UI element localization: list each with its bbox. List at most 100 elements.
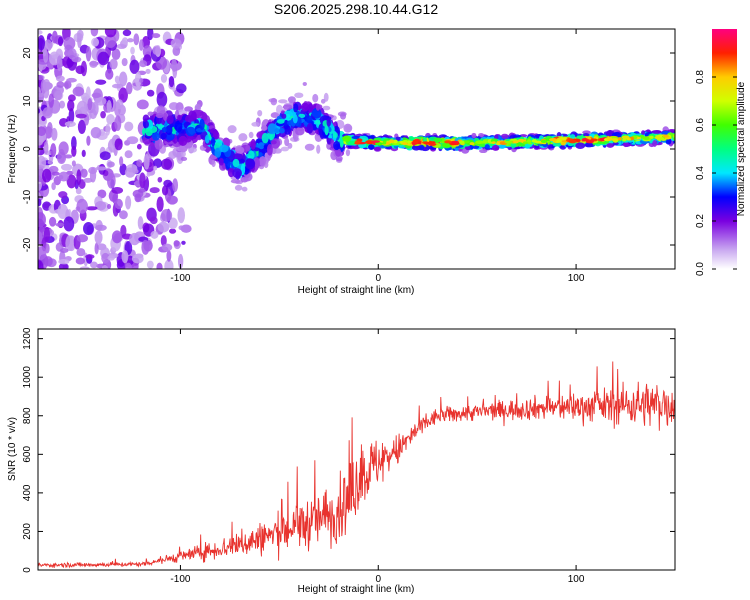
spectrogram-cell <box>114 138 123 151</box>
spectrogram-cell <box>180 150 186 157</box>
spectrogram-cell <box>156 196 164 212</box>
spectrogram-cell <box>137 216 144 230</box>
spectrogram-cell <box>332 132 338 139</box>
spectrogram-cell <box>152 132 160 141</box>
spectrogram-cell <box>149 187 160 194</box>
spectrogram-cell <box>125 82 133 95</box>
spectrogram-cell <box>665 137 672 145</box>
spectrogram-cell <box>121 250 129 264</box>
spectrogram-cell <box>124 167 136 178</box>
spectrogram-cell <box>94 224 107 231</box>
spectrogram-cell <box>160 208 173 222</box>
spectrogram-cell <box>90 261 98 269</box>
spectrogram-cell <box>38 198 42 207</box>
spectrogram-cell <box>188 147 197 153</box>
spectrogram-cell <box>234 184 243 191</box>
spectrogram-cell <box>281 113 287 119</box>
spectrogram-cell <box>90 29 99 37</box>
spectrogram-cell <box>66 174 77 189</box>
spectrogram-cell <box>280 146 289 152</box>
spectrogram-cell <box>165 132 175 141</box>
colorbar-tick-label: 0.8 <box>695 70 706 84</box>
spectrogram-cell <box>161 127 168 133</box>
spectrogram-cell <box>51 127 58 141</box>
spectrogram-cell <box>152 45 161 56</box>
y-tick-label: 1200 <box>22 327 33 350</box>
spectrogram-cell <box>105 123 111 136</box>
spectrogram-cell <box>423 142 432 145</box>
spectrogram-cell <box>582 138 590 142</box>
spectrogram-cell <box>304 143 315 151</box>
x-tick-label: 100 <box>568 273 585 284</box>
spectrogram-cell <box>293 103 299 113</box>
spectrogram-cell <box>478 133 485 138</box>
spectrogram-cell <box>311 109 318 117</box>
spectrogram-cell <box>60 163 73 171</box>
spectrogram-cell <box>118 71 128 87</box>
x-tick-label: 100 <box>568 574 585 585</box>
spectrogram-cell <box>273 148 282 154</box>
spectrogram-cell <box>114 198 123 210</box>
spectrogram-cell <box>245 144 251 152</box>
spectrogram-cell <box>139 172 146 189</box>
spectrogram-cell <box>136 159 143 167</box>
spectrogram-cell <box>38 229 43 245</box>
spectrogram-cell <box>526 139 532 143</box>
spectrogram-cell <box>419 144 425 151</box>
spectrogram-cell <box>106 172 116 189</box>
y-tick-label: 20 <box>22 47 33 59</box>
colorbar: 0.0 0.2 0.4 0.6 0.8 Normalized spectral ampl… <box>695 29 747 276</box>
spectrogram-cell <box>51 171 60 176</box>
spectrogram-cell <box>188 110 197 122</box>
spectrogram-cell <box>79 266 90 269</box>
spectrogram-cell <box>43 49 49 63</box>
spectrogram-cell <box>160 235 167 247</box>
spectrogram-cell <box>535 140 542 144</box>
spectrogram-cell <box>106 114 115 125</box>
spectrogram-cell <box>374 142 383 146</box>
spectrogram-cell <box>138 39 144 51</box>
spectrogram-cell <box>151 33 161 39</box>
spectrogram-cell <box>45 243 50 254</box>
spectrogram-cell <box>38 74 44 81</box>
spectrogram-cell <box>56 81 65 88</box>
spectrogram-cell <box>471 132 477 139</box>
spectrogram-cell <box>81 149 86 158</box>
spectrogram-cell <box>178 225 185 231</box>
spectrogram-cell <box>641 130 646 135</box>
spectrogram-cell <box>90 126 102 139</box>
spectrogram-cell <box>258 152 263 158</box>
spectrogram-cell <box>104 29 117 38</box>
spectrogram-cell <box>340 112 347 120</box>
spectrogram-cell <box>642 136 650 140</box>
spectrogram-cell <box>469 142 475 146</box>
spectrogram-cell <box>479 149 488 154</box>
spectrogram-cell <box>58 262 69 269</box>
spectrogram-cell <box>294 92 304 99</box>
spectrogram-cell <box>185 126 196 137</box>
spectrogram-cell <box>91 37 100 47</box>
spectrogram-cell <box>85 254 95 259</box>
spectrogram-cell <box>95 79 107 85</box>
spectrogram-cell <box>168 76 175 88</box>
spectrogram-cell <box>141 239 150 255</box>
spectrogram-cell <box>199 118 205 131</box>
spectrogram-cell <box>308 103 314 113</box>
spectrogram-cell <box>659 137 664 140</box>
spectrogram-cell <box>504 140 514 144</box>
spectrogram-cell <box>58 258 70 265</box>
spectrogram-cell <box>59 100 66 109</box>
spectrogram-cell <box>139 60 148 68</box>
spectrogram-cell <box>305 115 313 124</box>
spectrogram-cell <box>168 151 177 159</box>
colorbar-tick-label: 0.4 <box>695 166 706 180</box>
spectrogram-cell <box>48 216 57 227</box>
snr-x-label: Height of straight line (km) <box>298 584 415 595</box>
spectrogram-cell <box>47 122 53 134</box>
spectrogram-cell <box>204 134 210 144</box>
spectrogram-y-ticks: -20 -10 0 10 20 <box>22 47 675 252</box>
spectrogram-cell <box>222 137 230 147</box>
spectrogram-cell <box>71 136 77 151</box>
spectrogram-cell <box>142 45 153 58</box>
spectrogram-marks <box>38 29 675 269</box>
